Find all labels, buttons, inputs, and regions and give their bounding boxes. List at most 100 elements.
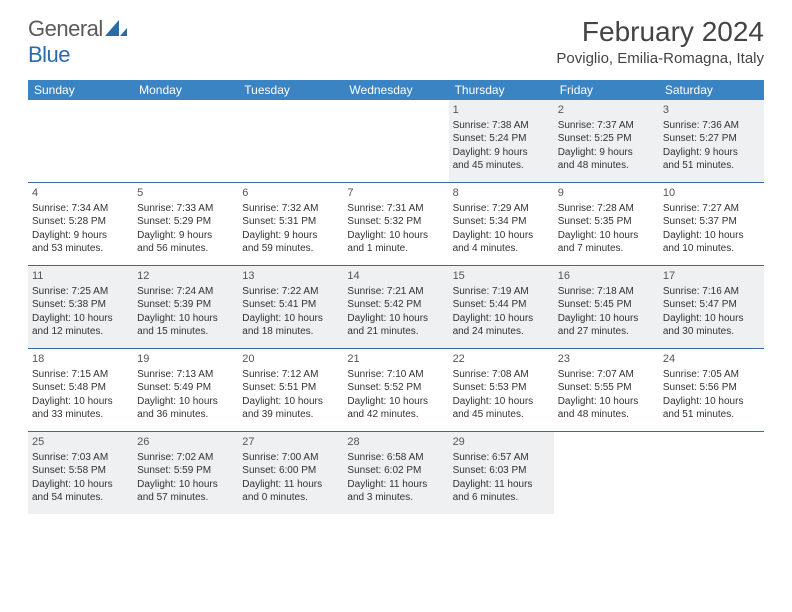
day-cell: 22Sunrise: 7:08 AMSunset: 5:53 PMDayligh… (449, 349, 554, 431)
day-number: 3 (663, 103, 760, 118)
day-cell: 2Sunrise: 7:37 AMSunset: 5:25 PMDaylight… (554, 100, 659, 182)
day-cell (554, 432, 659, 514)
daylight-text: and 45 minutes. (453, 408, 550, 422)
sunrise-text: Sunrise: 7:08 AM (453, 368, 550, 382)
week-row: 25Sunrise: 7:03 AMSunset: 5:58 PMDayligh… (28, 432, 764, 514)
sunrise-text: Sunrise: 7:19 AM (453, 285, 550, 299)
daylight-text: and 1 minute. (347, 242, 444, 256)
daylight-text: and 33 minutes. (32, 408, 129, 422)
day-cell: 23Sunrise: 7:07 AMSunset: 5:55 PMDayligh… (554, 349, 659, 431)
sunset-text: Sunset: 5:31 PM (242, 215, 339, 229)
day-cell: 15Sunrise: 7:19 AMSunset: 5:44 PMDayligh… (449, 266, 554, 348)
daylight-text: and 21 minutes. (347, 325, 444, 339)
sunrise-text: Sunrise: 7:27 AM (663, 202, 760, 216)
day-number: 17 (663, 269, 760, 284)
sunset-text: Sunset: 5:34 PM (453, 215, 550, 229)
day-number: 27 (242, 435, 339, 450)
weekday-header: Tuesday (238, 80, 343, 100)
daylight-text: Daylight: 10 hours (558, 395, 655, 409)
day-number: 19 (137, 352, 234, 367)
daylight-text: and 42 minutes. (347, 408, 444, 422)
sunrise-text: Sunrise: 7:05 AM (663, 368, 760, 382)
sunset-text: Sunset: 6:03 PM (453, 464, 550, 478)
daylight-text: and 39 minutes. (242, 408, 339, 422)
day-cell (659, 432, 764, 514)
sunset-text: Sunset: 5:38 PM (32, 298, 129, 312)
sunrise-text: Sunrise: 7:24 AM (137, 285, 234, 299)
daylight-text: Daylight: 9 hours (242, 229, 339, 243)
daylight-text: Daylight: 10 hours (242, 395, 339, 409)
day-number: 11 (32, 269, 129, 284)
day-cell: 14Sunrise: 7:21 AMSunset: 5:42 PMDayligh… (343, 266, 448, 348)
weekday-header: Saturday (659, 80, 764, 100)
daylight-text: and 56 minutes. (137, 242, 234, 256)
day-cell (343, 100, 448, 182)
week-row: 11Sunrise: 7:25 AMSunset: 5:38 PMDayligh… (28, 266, 764, 349)
daylight-text: and 54 minutes. (32, 491, 129, 505)
day-cell: 26Sunrise: 7:02 AMSunset: 5:59 PMDayligh… (133, 432, 238, 514)
sunrise-text: Sunrise: 7:07 AM (558, 368, 655, 382)
daylight-text: and 10 minutes. (663, 242, 760, 256)
weeks-container: 1Sunrise: 7:38 AMSunset: 5:24 PMDaylight… (28, 100, 764, 514)
daylight-text: and 0 minutes. (242, 491, 339, 505)
sunrise-text: Sunrise: 7:36 AM (663, 119, 760, 133)
daylight-text: and 51 minutes. (663, 408, 760, 422)
daylight-text: and 24 minutes. (453, 325, 550, 339)
sunrise-text: Sunrise: 7:25 AM (32, 285, 129, 299)
daylight-text: Daylight: 9 hours (32, 229, 129, 243)
daylight-text: and 7 minutes. (558, 242, 655, 256)
sunset-text: Sunset: 5:37 PM (663, 215, 760, 229)
sunset-text: Sunset: 5:41 PM (242, 298, 339, 312)
daylight-text: and 51 minutes. (663, 159, 760, 173)
day-number: 4 (32, 186, 129, 201)
weekday-header-row: Sunday Monday Tuesday Wednesday Thursday… (28, 80, 764, 100)
weekday-header: Sunday (28, 80, 133, 100)
daylight-text: Daylight: 10 hours (663, 312, 760, 326)
day-cell: 17Sunrise: 7:16 AMSunset: 5:47 PMDayligh… (659, 266, 764, 348)
day-cell: 9Sunrise: 7:28 AMSunset: 5:35 PMDaylight… (554, 183, 659, 265)
daylight-text: Daylight: 10 hours (137, 395, 234, 409)
day-number: 5 (137, 186, 234, 201)
sunset-text: Sunset: 5:47 PM (663, 298, 760, 312)
day-cell: 20Sunrise: 7:12 AMSunset: 5:51 PMDayligh… (238, 349, 343, 431)
day-cell: 5Sunrise: 7:33 AMSunset: 5:29 PMDaylight… (133, 183, 238, 265)
week-row: 4Sunrise: 7:34 AMSunset: 5:28 PMDaylight… (28, 183, 764, 266)
day-number: 21 (347, 352, 444, 367)
day-cell: 24Sunrise: 7:05 AMSunset: 5:56 PMDayligh… (659, 349, 764, 431)
day-number: 28 (347, 435, 444, 450)
daylight-text: Daylight: 10 hours (453, 229, 550, 243)
daylight-text: Daylight: 10 hours (558, 229, 655, 243)
sunset-text: Sunset: 5:48 PM (32, 381, 129, 395)
calendar: Sunday Monday Tuesday Wednesday Thursday… (28, 80, 764, 514)
sunrise-text: Sunrise: 7:13 AM (137, 368, 234, 382)
sunset-text: Sunset: 5:39 PM (137, 298, 234, 312)
month-title: February 2024 (556, 16, 764, 48)
day-number: 7 (347, 186, 444, 201)
daylight-text: and 30 minutes. (663, 325, 760, 339)
sunset-text: Sunset: 5:27 PM (663, 132, 760, 146)
sunrise-text: Sunrise: 7:38 AM (453, 119, 550, 133)
day-number: 13 (242, 269, 339, 284)
day-number: 15 (453, 269, 550, 284)
sunset-text: Sunset: 5:51 PM (242, 381, 339, 395)
sunrise-text: Sunrise: 7:22 AM (242, 285, 339, 299)
daylight-text: Daylight: 10 hours (558, 312, 655, 326)
sunset-text: Sunset: 5:24 PM (453, 132, 550, 146)
sunrise-text: Sunrise: 7:33 AM (137, 202, 234, 216)
day-cell: 10Sunrise: 7:27 AMSunset: 5:37 PMDayligh… (659, 183, 764, 265)
daylight-text: and 45 minutes. (453, 159, 550, 173)
daylight-text: Daylight: 10 hours (32, 312, 129, 326)
day-number: 24 (663, 352, 760, 367)
daylight-text: and 15 minutes. (137, 325, 234, 339)
daylight-text: and 18 minutes. (242, 325, 339, 339)
sunset-text: Sunset: 5:42 PM (347, 298, 444, 312)
sunset-text: Sunset: 5:35 PM (558, 215, 655, 229)
day-cell: 8Sunrise: 7:29 AMSunset: 5:34 PMDaylight… (449, 183, 554, 265)
daylight-text: Daylight: 10 hours (347, 312, 444, 326)
sunset-text: Sunset: 5:56 PM (663, 381, 760, 395)
day-number: 22 (453, 352, 550, 367)
sunrise-text: Sunrise: 7:15 AM (32, 368, 129, 382)
day-cell: 13Sunrise: 7:22 AMSunset: 5:41 PMDayligh… (238, 266, 343, 348)
daylight-text: Daylight: 10 hours (347, 395, 444, 409)
weekday-header: Thursday (449, 80, 554, 100)
